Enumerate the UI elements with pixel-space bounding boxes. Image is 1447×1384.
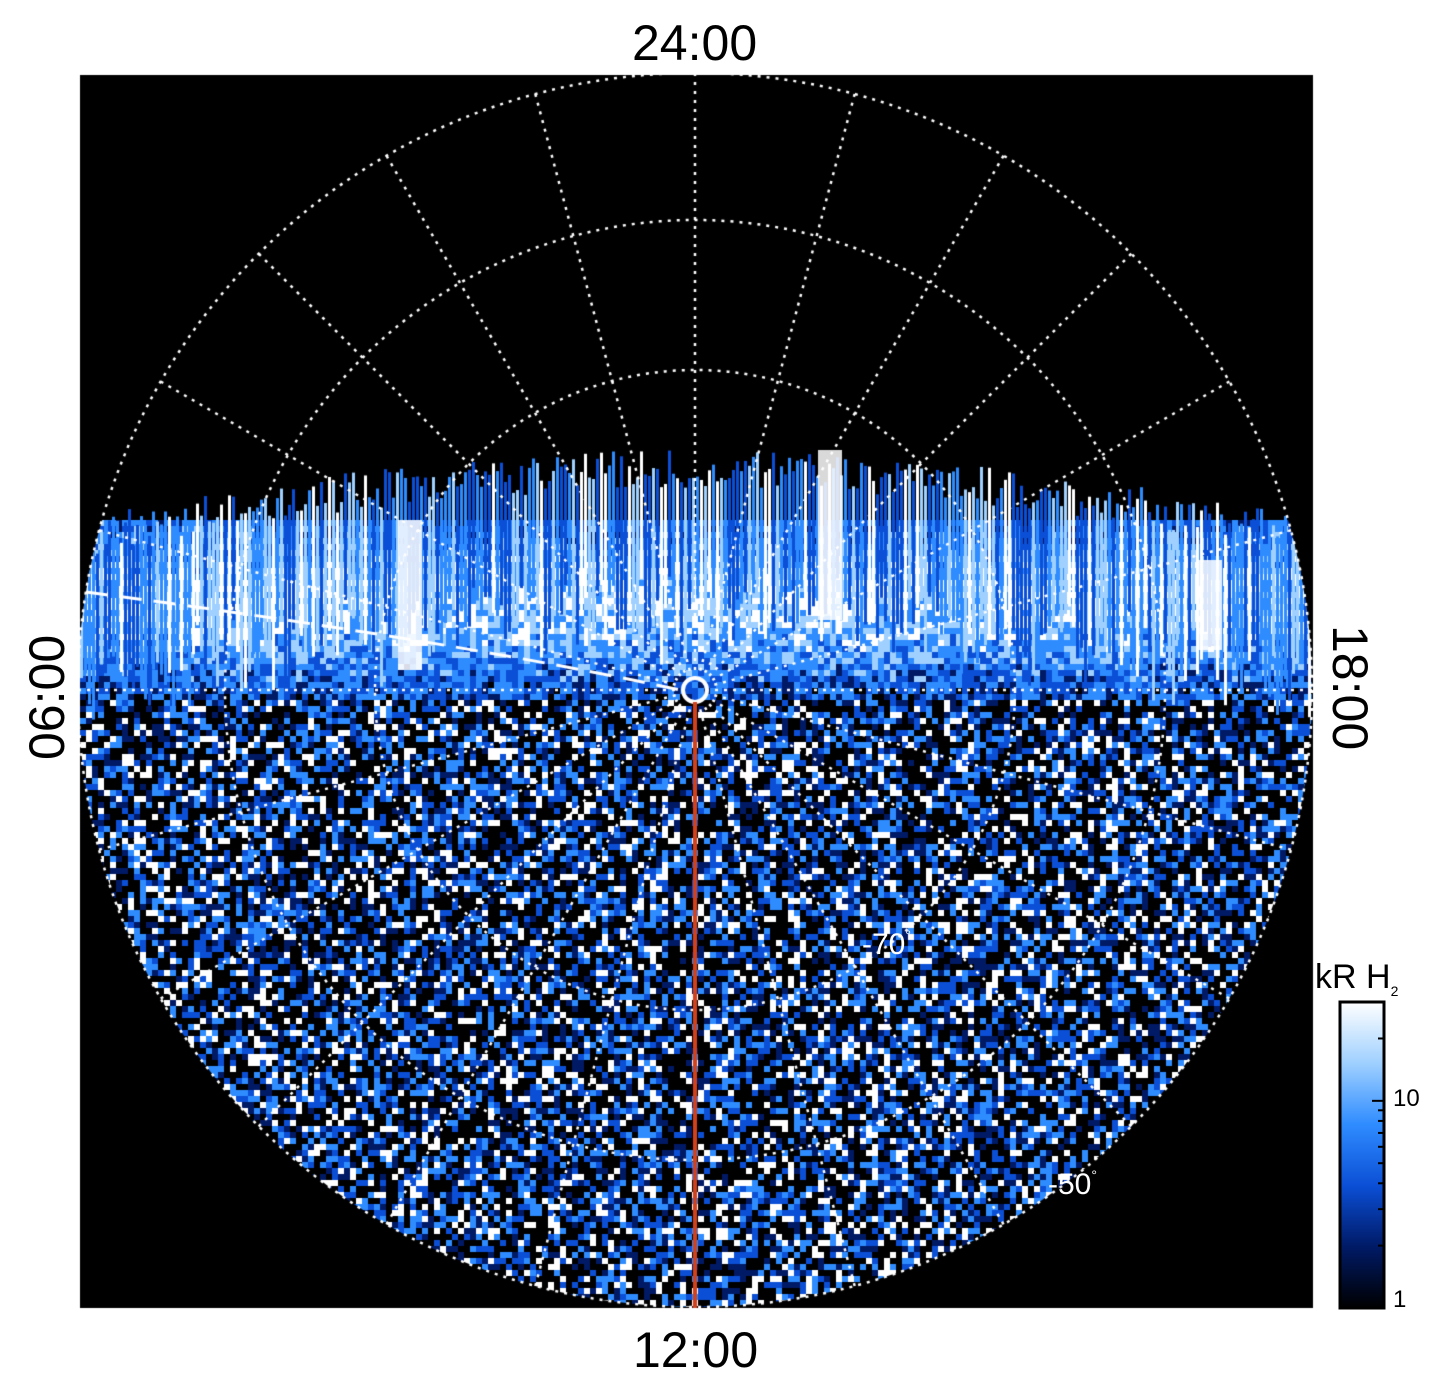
colorbar-title-subscript: 2 — [1390, 982, 1399, 999]
local-time-label-dawn: 06:00 — [19, 634, 75, 760]
latitude-label-50: -50° — [1048, 1167, 1097, 1201]
colorbar-tick-10: 10 — [1393, 1085, 1420, 1112]
colorbar-gradient — [1338, 1000, 1386, 1310]
latitude-label-70-text: -70 — [862, 928, 906, 961]
latitude-label-70-degree: ° — [905, 927, 911, 943]
colorbar-tick-1: 1 — [1393, 1286, 1407, 1313]
colorbar-title-main: kR H — [1315, 958, 1391, 996]
colorbar — [1338, 1000, 1386, 1310]
local-time-label-dusk: 18:00 — [1322, 625, 1378, 751]
latitude-label-70: -70° — [862, 927, 911, 961]
latitude-label-50-degree: ° — [1091, 1167, 1097, 1183]
colorbar-title: kR H2 — [1315, 960, 1398, 998]
latitude-label-50-text: -50 — [1048, 1168, 1092, 1201]
local-time-label-midnight: 24:00 — [632, 15, 758, 71]
local-time-label-noon: 12:00 — [633, 1322, 759, 1378]
